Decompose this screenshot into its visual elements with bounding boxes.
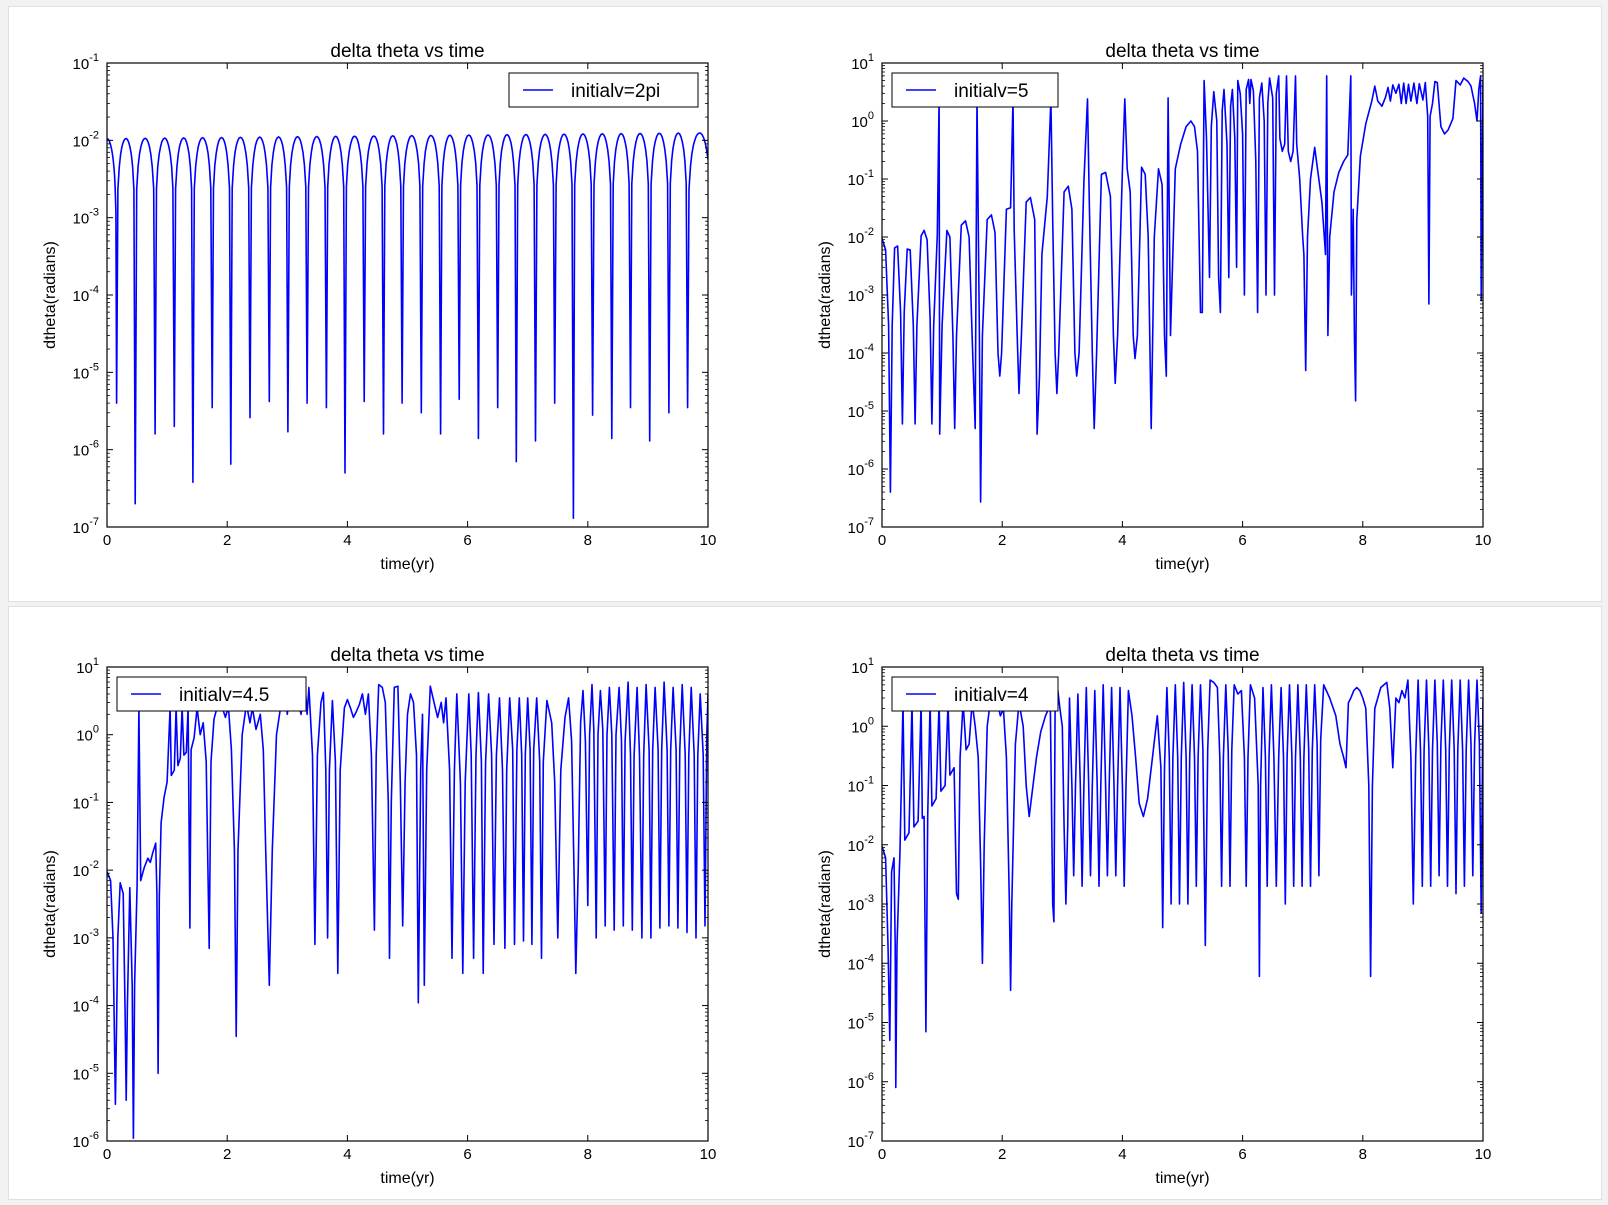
- y-tick-label: 10-5: [73, 361, 99, 382]
- x-tick-label: 0: [878, 1146, 886, 1163]
- y-tick-label: 10-2: [73, 859, 99, 880]
- y-tick-label: 10-4: [73, 284, 99, 305]
- axes-frame: [106, 666, 709, 1142]
- y-tick-label: 10-3: [73, 207, 99, 228]
- x-axis-label: time(yr): [1155, 556, 1209, 573]
- y-tick-label: 101: [76, 656, 99, 677]
- chart-title: delta theta vs time: [330, 645, 484, 666]
- chart-title: delta theta vs time: [330, 41, 484, 62]
- y-tick-label: 10-7: [848, 1130, 874, 1151]
- y-tick-label: 100: [76, 724, 99, 745]
- x-tick-label: 4: [343, 532, 351, 549]
- series-line: [107, 132, 708, 519]
- y-tick-label: 10-6: [848, 458, 874, 479]
- x-tick-label: 10: [1475, 1146, 1492, 1163]
- y-tick-label: 10-6: [848, 1071, 874, 1092]
- x-tick-label: 10: [1475, 532, 1492, 549]
- y-tick-label: 10-4: [848, 342, 874, 363]
- y-tick-label: 10-1: [73, 52, 99, 73]
- y-tick-label: 10-1: [73, 791, 99, 812]
- legend-label: initialv=4.5: [179, 685, 269, 706]
- y-tick-label: 10-3: [848, 893, 874, 914]
- y-tick-label: 10-2: [73, 129, 99, 150]
- x-tick-label: 8: [584, 532, 592, 549]
- legend: initialv=4.5: [116, 676, 307, 712]
- y-tick-label: 10-2: [848, 834, 874, 855]
- chart-title: delta theta vs time: [1105, 645, 1259, 666]
- y-axis-label: dtheta(radians): [817, 850, 834, 958]
- legend-label: initialv=4: [954, 685, 1029, 706]
- legend-box: [116, 676, 307, 712]
- x-tick-label: 4: [1118, 532, 1126, 549]
- series-line: [107, 681, 708, 1139]
- x-tick-label: 10: [700, 1146, 717, 1163]
- legend: initialv=5: [891, 72, 1059, 108]
- x-tick-label: 10: [700, 532, 717, 549]
- y-tick-label: 100: [851, 110, 874, 131]
- x-tick-label: 2: [223, 532, 231, 549]
- y-tick-label: 10-5: [848, 400, 874, 421]
- x-tick-label: 6: [1238, 1146, 1246, 1163]
- x-tick-label: 4: [1118, 1146, 1126, 1163]
- x-tick-label: 8: [1359, 1146, 1367, 1163]
- series-line: [882, 75, 1483, 503]
- x-tick-label: 4: [343, 1146, 351, 1163]
- x-tick-label: 8: [1359, 532, 1367, 549]
- x-tick-label: 6: [463, 1146, 471, 1163]
- x-axis-label: time(yr): [380, 556, 434, 573]
- plot-area: [107, 63, 708, 527]
- legend: initialv=4: [891, 676, 1059, 712]
- y-tick-label: 10-7: [848, 516, 874, 537]
- y-tick-label: 10-2: [848, 226, 874, 247]
- x-tick-label: 2: [998, 532, 1006, 549]
- plot-area: [107, 667, 708, 1141]
- y-tick-label: 10-5: [73, 1062, 99, 1083]
- y-tick-label: 10-3: [848, 284, 874, 305]
- y-tick-label: 10-1: [848, 775, 874, 796]
- y-tick-label: 10-4: [848, 952, 874, 973]
- x-tick-label: 2: [998, 1146, 1006, 1163]
- y-tick-label: 10-4: [73, 995, 99, 1016]
- y-tick-label: 101: [851, 52, 874, 73]
- x-axis-label: time(yr): [380, 1170, 434, 1187]
- chart-title: delta theta vs time: [1105, 41, 1259, 62]
- x-tick-label: 8: [584, 1146, 592, 1163]
- y-tick-label: 10-6: [73, 439, 99, 460]
- x-tick-label: 0: [878, 532, 886, 549]
- x-tick-label: 0: [103, 1146, 111, 1163]
- y-tick-label: 100: [851, 715, 874, 736]
- x-axis-label: time(yr): [1155, 1170, 1209, 1187]
- series-line: [882, 679, 1483, 1089]
- x-tick-label: 6: [463, 532, 471, 549]
- y-tick-label: 101: [851, 656, 874, 677]
- y-tick-label: 10-5: [848, 1012, 874, 1033]
- x-tick-label: 0: [103, 532, 111, 549]
- x-tick-label: 2: [223, 1146, 231, 1163]
- y-tick-label: 10-6: [73, 1130, 99, 1151]
- y-tick-label: 10-3: [73, 927, 99, 948]
- y-tick-label: 10-1: [848, 168, 874, 189]
- y-axis-label: dtheta(radians): [817, 241, 834, 349]
- x-tick-label: 6: [1238, 532, 1246, 549]
- plot-area: [882, 667, 1483, 1141]
- y-axis-label: dtheta(radians): [42, 850, 59, 958]
- y-tick-label: 10-7: [73, 516, 99, 537]
- y-axis-label: dtheta(radians): [42, 241, 59, 349]
- legend-label: initialv=5: [954, 81, 1028, 102]
- legend: initialv=2pi: [508, 72, 699, 108]
- legend-label: initialv=2pi: [571, 81, 660, 102]
